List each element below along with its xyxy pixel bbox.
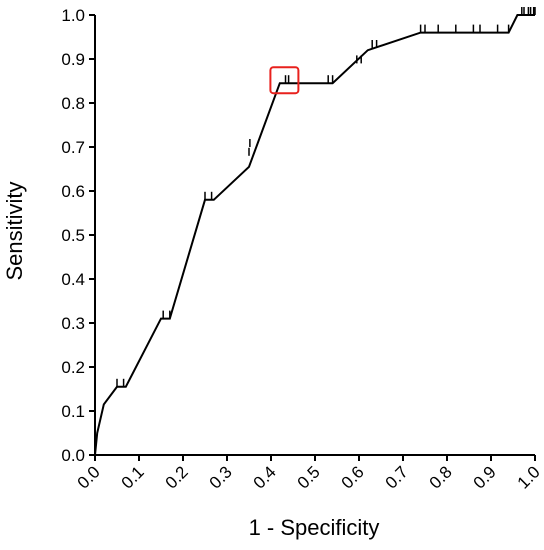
x-tick-label: 0.2 — [162, 462, 192, 492]
y-axis-ticks: 0.0 0.1 0.2 0.3 0.4 0.5 0.6 0.7 0.8 0.9 1.0 — [61, 6, 95, 465]
censor-ticks-group — [116, 7, 536, 387]
x-tick-label: 0.1 — [118, 462, 148, 492]
x-tick-label: 0.0 — [74, 462, 104, 492]
x-tick-label: 1.0 — [514, 462, 544, 492]
y-tick-label: 0.0 — [61, 446, 85, 465]
axes — [94, 15, 535, 456]
y-tick-label: 0.3 — [61, 314, 85, 333]
x-tick-label: 0.6 — [338, 462, 368, 492]
y-tick-label: 0.8 — [61, 94, 85, 113]
y-tick-label: 0.7 — [61, 138, 85, 157]
highlight-group — [269, 66, 300, 95]
y-tick-label: 0.6 — [61, 182, 85, 201]
x-tick-label: 0.7 — [382, 462, 412, 492]
x-tick-label: 0.3 — [206, 462, 236, 492]
y-tick-label: 0.4 — [61, 270, 85, 289]
y-axis-title: Sensitivity — [2, 181, 27, 280]
y-tick-label: 0.2 — [61, 358, 85, 377]
y-tick-label: 0.9 — [61, 50, 85, 69]
y-tick-label: 1.0 — [61, 6, 85, 25]
roc-curve-line — [94, 14, 535, 456]
x-axis-title: 1 - Specificity — [249, 515, 380, 540]
x-axis-ticks: 0.0 0.1 0.2 0.3 0.4 0.5 0.6 0.7 0.8 0.9 1.0 — [74, 455, 544, 493]
highlight-box — [269, 66, 300, 95]
y-tick-label: 0.1 — [61, 402, 85, 421]
x-tick-label: 0.4 — [250, 462, 280, 492]
x-tick-label: 0.9 — [470, 462, 500, 492]
x-tick-label: 0.5 — [294, 462, 324, 492]
y-tick-label: 0.5 — [61, 226, 85, 245]
x-tick-label: 0.8 — [426, 462, 456, 492]
series-group — [94, 14, 535, 456]
